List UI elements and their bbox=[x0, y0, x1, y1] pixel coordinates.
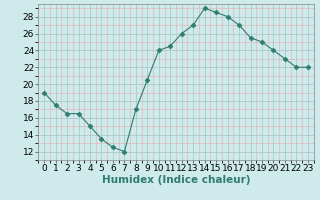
X-axis label: Humidex (Indice chaleur): Humidex (Indice chaleur) bbox=[102, 175, 250, 185]
